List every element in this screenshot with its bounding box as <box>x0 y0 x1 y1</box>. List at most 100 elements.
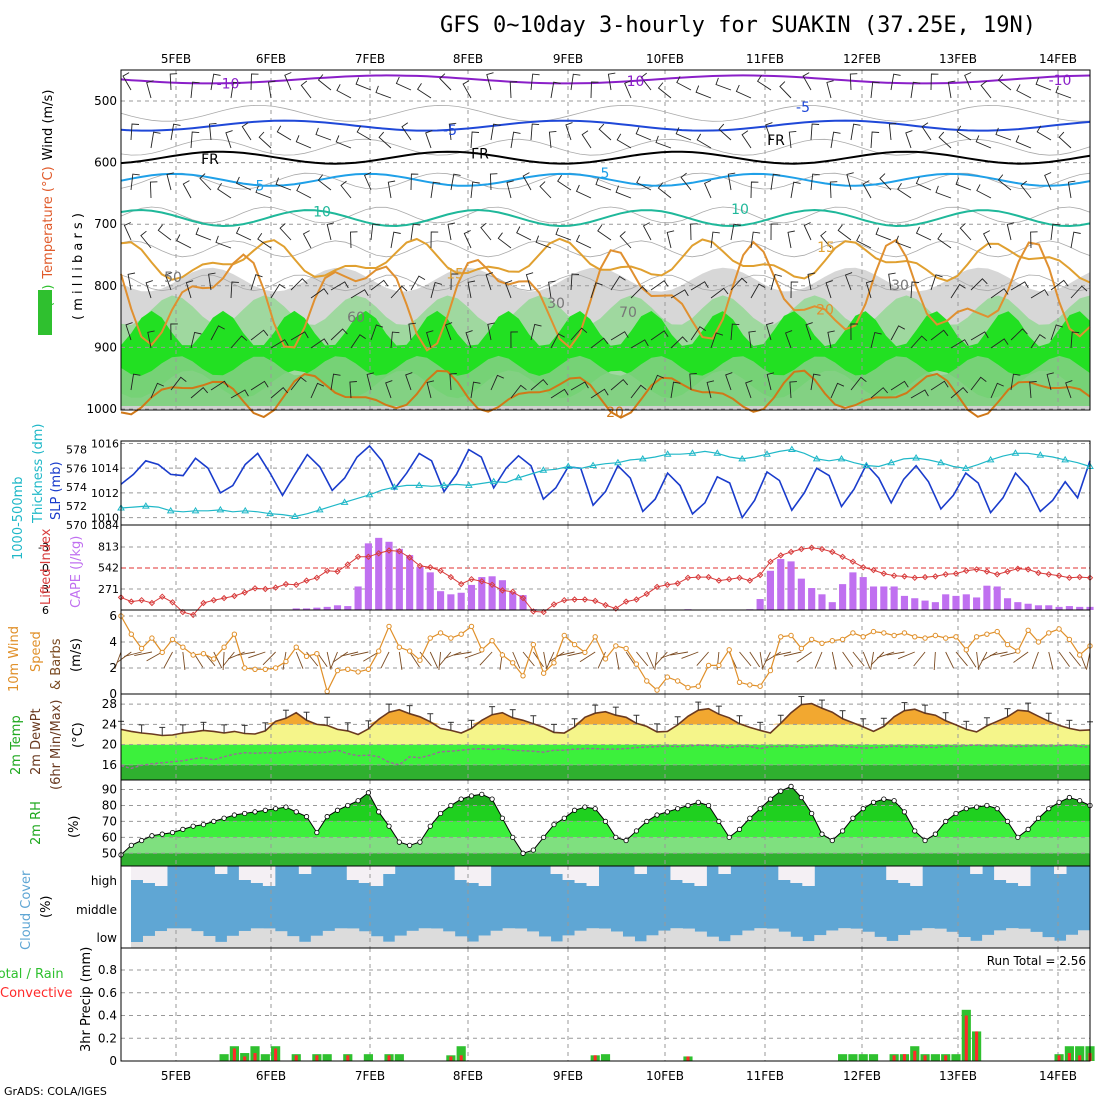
wind-barb <box>829 181 838 199</box>
wind-barb <box>1070 285 1088 299</box>
rh-marker <box>190 823 196 829</box>
wind-barb <box>449 373 457 391</box>
wind10-barb <box>762 651 771 669</box>
cloud-low-bar <box>802 941 815 948</box>
cape-bar <box>333 605 342 610</box>
wind-barb <box>510 131 521 149</box>
isotherm-label: -5 <box>443 123 457 139</box>
wind-barb <box>530 123 540 141</box>
wind10-marker <box>324 688 330 695</box>
li-marker <box>1055 572 1063 579</box>
wind-barb <box>910 281 920 299</box>
wind-barb <box>1055 85 1072 99</box>
wind10-barb <box>876 651 895 659</box>
wind10-barb <box>567 651 585 657</box>
wind10-marker <box>829 638 835 644</box>
wind10-marker <box>1004 641 1011 648</box>
thickness-marker <box>266 509 274 517</box>
wind-barb <box>490 374 504 391</box>
wind-barb <box>1067 180 1076 199</box>
cape-bar <box>890 586 898 610</box>
li-marker <box>509 588 516 596</box>
date-label-bottom: 8FEB <box>453 1069 483 1083</box>
wind-barb <box>766 372 775 391</box>
wind-barb <box>770 273 782 291</box>
cape-bar <box>436 591 445 610</box>
wind-barb <box>550 388 569 399</box>
cape-ylabel: CAPE (J/kg) <box>69 536 84 608</box>
panel-frame-a <box>120 69 1091 411</box>
cloud-low-bar <box>694 931 707 948</box>
cloud-low-bar <box>274 931 288 948</box>
wind-barb <box>826 80 834 99</box>
precip-conv-bar <box>232 1048 236 1061</box>
contour-label: FR <box>767 133 785 149</box>
wind10-marker <box>953 634 959 640</box>
wind10-barb <box>380 651 390 669</box>
li-marker <box>128 598 135 605</box>
cape-bar <box>302 608 311 610</box>
rh-color-swatch <box>38 290 52 335</box>
wind-barb <box>670 336 688 349</box>
cloud-low-bar <box>766 928 779 948</box>
wind-barb <box>463 230 472 249</box>
wind-barb <box>390 285 408 299</box>
contour-label: -5 <box>796 100 810 116</box>
cape-bar <box>869 586 878 610</box>
wind10-barb <box>332 651 349 663</box>
wind-barb <box>741 130 752 149</box>
precip-ylabel: 3hr Precip (mm) <box>79 947 94 1052</box>
wind-barb <box>176 234 192 249</box>
wind-barb <box>710 332 724 349</box>
wind10-marker <box>994 628 1000 635</box>
cape-bar <box>375 537 383 610</box>
wind-barb <box>525 272 534 291</box>
wind10-barb <box>955 651 968 667</box>
precip-conv-bar <box>346 1055 350 1061</box>
cloud-low-bar <box>442 931 456 948</box>
wind-barb <box>670 381 681 399</box>
wind-barb <box>356 125 372 141</box>
cloud-high-bar <box>682 866 695 883</box>
li-marker <box>334 568 341 575</box>
cloud-low-bar <box>1018 928 1031 948</box>
wind-barb <box>550 81 561 99</box>
rh-marker <box>963 806 969 812</box>
wind-barb <box>447 222 455 241</box>
cape-tick-label: 813 <box>98 540 119 553</box>
wind-barb <box>610 378 629 391</box>
wind-barb <box>715 77 732 91</box>
thickness-tick-label: 576 <box>66 462 87 475</box>
wind10-barb <box>1086 651 1091 670</box>
cape-bar <box>797 578 805 610</box>
li-marker <box>159 593 166 600</box>
date-label-bottom: 6FEB <box>256 1069 286 1083</box>
date-label-bottom: 5FEB <box>161 1069 191 1083</box>
cloud-low-bar <box>1006 928 1019 948</box>
wind-barb <box>330 281 349 291</box>
cape-bar <box>292 608 300 610</box>
thickness-marker <box>688 449 697 456</box>
wind-barb <box>516 226 532 241</box>
li-marker <box>303 577 310 584</box>
precip-total-bar <box>951 1054 961 1061</box>
thickness-tick-label: 572 <box>66 500 87 513</box>
cape-bar <box>962 594 970 610</box>
thickness-marker <box>514 473 523 481</box>
wind-barb <box>349 381 357 399</box>
precip-panel <box>121 948 1095 1062</box>
wind-barb <box>445 322 453 341</box>
wind10m-panel <box>114 610 1093 695</box>
wind-barb <box>610 331 629 341</box>
wind-barb <box>856 234 872 249</box>
wind10-marker <box>716 662 722 669</box>
wind-barb <box>378 131 392 149</box>
thickness-marker <box>241 506 250 514</box>
rh-marker <box>520 850 526 856</box>
wind-barb <box>462 80 472 99</box>
thickness-marker <box>1036 451 1045 458</box>
upper-air-panel <box>120 70 1091 419</box>
wind10-barb <box>363 651 379 662</box>
cloud-low-bar <box>238 930 252 948</box>
temp-band-low <box>121 764 1090 780</box>
